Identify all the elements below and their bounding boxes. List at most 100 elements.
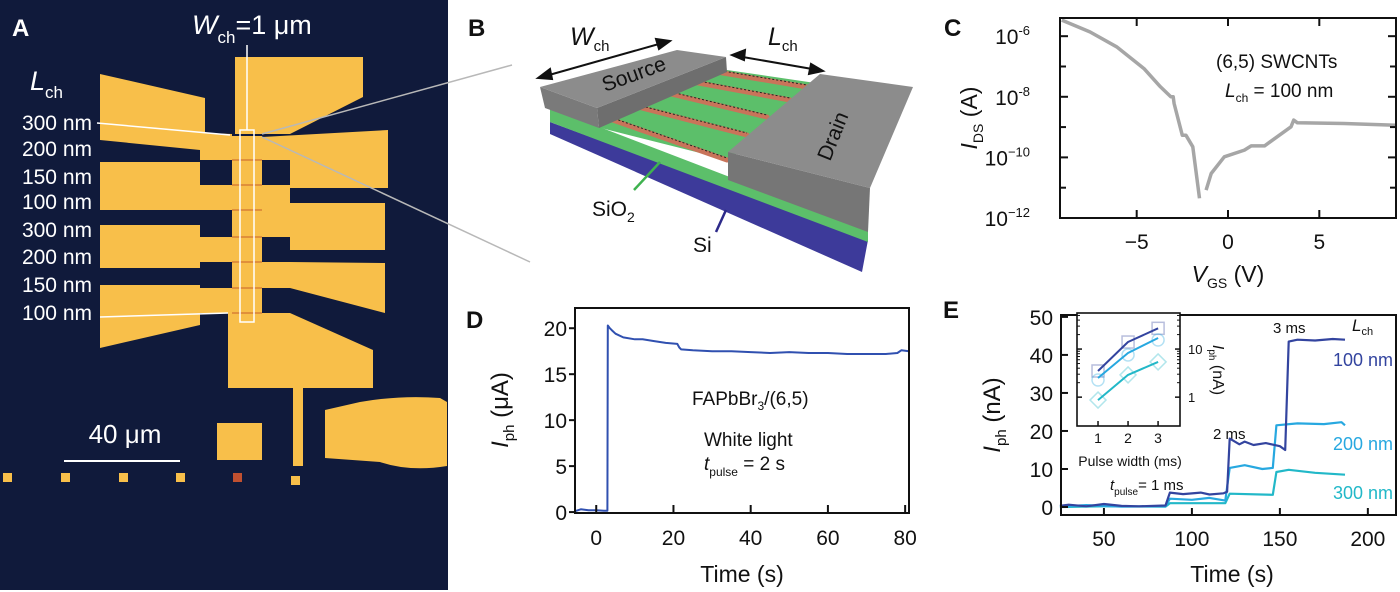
e-x-tick-label: 50 <box>1092 528 1115 551</box>
panel-e-pulse-chart: E 3 ms Lch 100 nm 2 ms 200 nm tpulse= 1 … <box>943 297 1397 587</box>
source-inner-face <box>597 57 727 128</box>
c-y-var: I <box>956 142 982 149</box>
inset-series-line-300nm <box>1097 360 1159 401</box>
inset-x-tick-label: 1 <box>1094 430 1102 446</box>
inset-y-unit: (nA) <box>1209 360 1226 395</box>
e-x-axis-label: Time (s) <box>1190 561 1273 587</box>
e-annotation-1ms: tpulse= 1 ms <box>1110 477 1184 498</box>
d-pulse-var: t <box>704 454 710 475</box>
c-annotation-material: (6,5) SWCNTs <box>1216 52 1337 73</box>
d-pulse-value: = 2 s <box>738 454 785 475</box>
e-annotation-3ms: 3 ms <box>1273 320 1306 337</box>
left-pad-1 <box>100 74 232 160</box>
e-legend-var: L <box>1352 316 1361 335</box>
l-ch-var: L <box>30 66 45 96</box>
left-pad-4 <box>100 285 232 348</box>
inset-y-var: I <box>1209 345 1226 350</box>
channel-length-labels: 300 nm 200 nm 150 nm 100 nm 300 nm 200 n… <box>22 112 92 325</box>
drain-front-face <box>728 152 870 232</box>
e-y-tick-label: 40 <box>1030 345 1053 368</box>
c-annotation-var: L <box>1225 81 1236 102</box>
c-y-tick-base: 10 <box>985 147 1008 170</box>
c-annotation-value: = 100 nm <box>1248 81 1333 102</box>
right-pad-3 <box>262 262 385 313</box>
inset-series-line-200nm <box>1097 337 1159 379</box>
channel-length-label: 300 nm <box>22 219 92 242</box>
d-material-rest: /(6,5) <box>764 389 808 410</box>
l-leader-line-top <box>96 122 231 136</box>
channel-length-label: 100 nm <box>22 191 92 214</box>
alignment-dot <box>291 476 300 485</box>
center-strip <box>232 136 262 314</box>
si-layer <box>550 122 868 272</box>
inset-x-axis-label: Pulse width (ms) <box>1078 453 1181 469</box>
channel-length-label: 150 nm <box>22 274 92 297</box>
d-annotation-material: FAPbBr3/(6,5) <box>692 389 809 413</box>
c-x-tick-label: 5 <box>1313 231 1325 254</box>
d-material-sub: 3 <box>757 399 764 413</box>
top-pad <box>235 57 363 134</box>
e-legend-300nm: 300 nm <box>1333 483 1393 503</box>
c-x-axis-label: VGS (V) <box>1192 261 1265 291</box>
c-x-var: V <box>1192 261 1210 287</box>
alignment-dot <box>176 473 185 482</box>
polymer-wrap <box>606 115 728 159</box>
c-y-tick-base: 10 <box>995 87 1018 110</box>
alignment-dot <box>61 473 70 482</box>
inset-series-line-100nm <box>1097 327 1159 372</box>
panel-letter-b: B <box>468 15 485 42</box>
e-y-unit: (nA) <box>979 377 1006 429</box>
channel-length-label: 100 nm <box>22 302 92 325</box>
l-ch-label-b: Lch <box>768 23 798 55</box>
e-y-tick-label: 10 <box>1030 459 1053 482</box>
e-series-line-100nm <box>1059 337 1346 508</box>
d-annotation-light: White light <box>704 430 793 451</box>
e-y-axis-label: Iph (nA) <box>979 377 1010 452</box>
alignment-dot <box>119 473 128 482</box>
d-x-tick-label: 0 <box>590 527 602 550</box>
stem <box>293 378 303 466</box>
c-y-sub: DS <box>970 124 986 143</box>
panel-letter-d: D <box>466 307 483 334</box>
zoom-line-bottom <box>261 136 531 263</box>
channel-length-label: 300 nm <box>22 112 92 135</box>
inset-y-axis-label: Iph (nA) <box>1206 345 1226 395</box>
c-y-tick-exponent: −10 <box>1008 144 1030 159</box>
c-y-tick-exponent: -6 <box>1018 23 1030 38</box>
inset-marker-circle-200nm <box>1121 348 1135 362</box>
source-front-face <box>540 87 599 128</box>
e-1ms-var: t <box>1110 477 1115 494</box>
c-y-tick-base: 10 <box>995 26 1018 49</box>
inset-marker-square-100nm <box>1121 335 1135 349</box>
sio2-text: SiO <box>592 198 627 221</box>
polymer-wrap <box>716 69 808 86</box>
e-legend-sub: ch <box>1361 326 1373 338</box>
d-y-tick-label: 15 <box>544 364 567 387</box>
d-x-tick-label: 20 <box>662 527 685 550</box>
l-ch-var-b: L <box>768 23 782 51</box>
l-ch-arrow <box>729 48 826 76</box>
c-y-tick-label: 10−10 <box>985 144 1030 170</box>
nanotube-wrapping <box>606 69 808 159</box>
d-x-tick-label: 40 <box>739 527 762 550</box>
e-y-tick-label: 30 <box>1030 383 1053 406</box>
w-ch-arrow <box>535 37 673 81</box>
c-annotation-length: Lch = 100 nm <box>1225 81 1333 105</box>
d-pulse-sub: pulse <box>709 465 738 479</box>
inset-x-tick-label: 2 <box>1124 430 1132 446</box>
e-y-var: I <box>979 446 1006 453</box>
c-plot-frame <box>1059 17 1397 219</box>
polymer-wrap <box>666 90 768 116</box>
l-ch-arrowhead-right <box>807 62 826 76</box>
e-legend-100nm: 100 nm <box>1333 350 1393 370</box>
left-pad-2 <box>100 162 232 210</box>
polymer-wrap <box>692 79 791 99</box>
e-legend-200nm: 200 nm <box>1333 434 1393 454</box>
inset-y-sub: ph <box>1206 349 1217 360</box>
l-ch-arrow-line <box>736 55 819 71</box>
c-y-tick-exponent: −12 <box>1008 205 1030 220</box>
w-ch-var-b: W <box>570 23 596 51</box>
c-annotation-sub: ch <box>1236 91 1249 105</box>
alignment-dot <box>233 473 242 482</box>
